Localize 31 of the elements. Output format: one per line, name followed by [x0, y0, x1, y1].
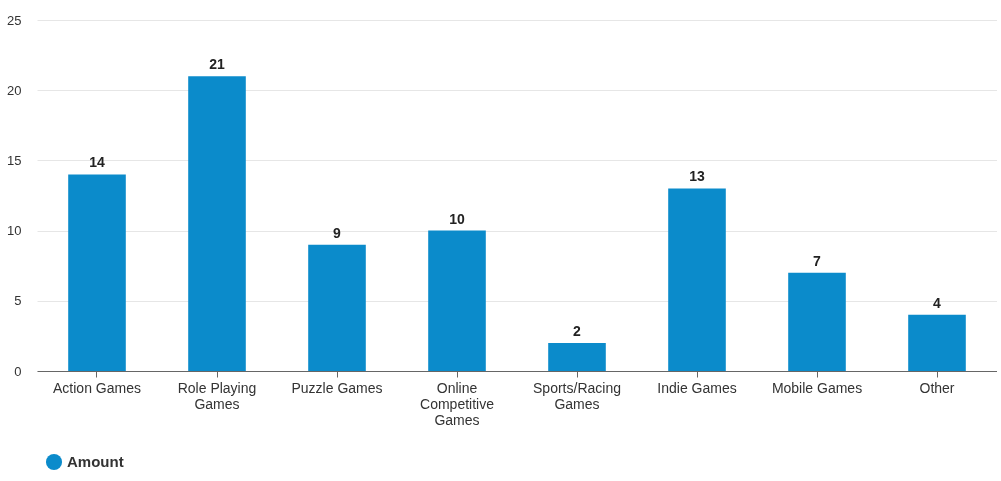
y-tick-label: 10 [7, 223, 22, 239]
data-label: 21 [209, 56, 225, 73]
bar [908, 314, 966, 371]
bar [308, 244, 366, 371]
data-label: 4 [933, 294, 942, 311]
y-tick-label: 0 [14, 363, 22, 379]
data-label: 13 [689, 168, 705, 185]
data-label: 2 [573, 322, 582, 339]
y-tick-label: 25 [7, 12, 22, 28]
x-tick-label: Mobile Games [771, 379, 863, 396]
bar [428, 230, 486, 371]
bar [548, 342, 606, 371]
data-label: 9 [333, 224, 342, 241]
y-tick-label: 5 [14, 293, 22, 309]
x-tick-label: Sports/Racing Games [533, 379, 621, 412]
x-tick-label: Role Playing Games [177, 379, 257, 412]
bar [68, 174, 126, 371]
data-label: 14 [89, 154, 105, 171]
x-tick-label: Indie Games [657, 379, 737, 396]
data-label: 10 [449, 210, 465, 227]
x-tick-label: Action Games [53, 379, 141, 396]
bar [788, 272, 846, 371]
legend-label: Amount [67, 453, 124, 470]
x-tick-label: Other [919, 379, 955, 396]
y-tick-label: 15 [7, 152, 22, 168]
bar [188, 76, 246, 371]
x-tick-label: Online Competitive Games [420, 379, 495, 428]
data-label: 7 [813, 252, 822, 269]
bar [668, 188, 726, 371]
x-tick-label: Puzzle Games [291, 379, 383, 396]
y-tick-label: 20 [7, 82, 22, 98]
